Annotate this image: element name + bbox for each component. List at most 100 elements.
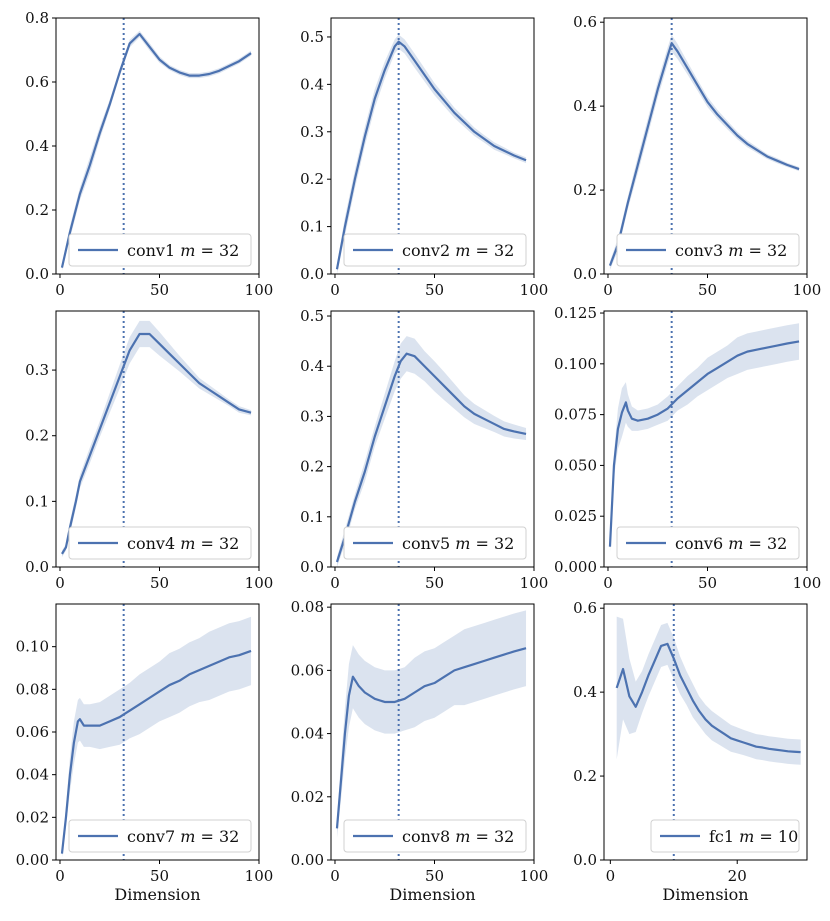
y-tick-label: 0.4	[25, 137, 49, 155]
confidence-band	[609, 323, 800, 553]
plot-area	[61, 311, 252, 567]
series-line	[61, 332, 252, 555]
y-tick-label: 0.0	[25, 558, 49, 576]
legend: conv3 m = 32	[616, 233, 800, 267]
legend: fc1 m = 10	[650, 819, 800, 853]
x-tick-label: 100	[245, 281, 274, 299]
y-tick-label: 0.04	[16, 766, 49, 784]
y-tick-label: 0.2	[25, 427, 49, 445]
y-tick-label: 0.5	[300, 28, 324, 46]
legend: conv7 m = 32	[68, 819, 252, 853]
legend-box	[68, 526, 252, 560]
subplot-conv3: 0.0 0.2 0.4 0.6 0 50 100 conv3 m = 32	[573, 13, 821, 299]
legend-label: conv2 m = 32	[402, 241, 514, 260]
legend-label: conv8 m = 32	[402, 827, 514, 846]
y-tick-label: 0.125	[554, 304, 597, 322]
y-tick-label: 0.08	[16, 680, 49, 698]
x-tick-label: 50	[698, 574, 717, 592]
plot-area	[60, 604, 252, 860]
subplot-conv6: 0.000 0.025 0.050 0.075 0.100 0.125 0 50 100 conv…	[554, 304, 821, 592]
y-tick-label: 0.2	[573, 181, 597, 199]
legend-box	[616, 233, 800, 267]
y-tick-label: 0.100	[554, 355, 597, 373]
x-tick-label: 100	[793, 281, 822, 299]
y-tick-label: 0.02	[16, 808, 49, 826]
plot-area	[335, 604, 527, 860]
axes-frame	[603, 310, 808, 568]
y-tick-label: 0.08	[291, 598, 324, 616]
plot-area	[608, 311, 800, 567]
x-tick-label: 100	[520, 574, 549, 592]
x-tick-label: 0	[603, 281, 613, 299]
y-tick-label: 0.2	[25, 201, 49, 219]
confidence-band	[61, 616, 252, 858]
series-line	[608, 340, 800, 547]
y-tick-label: 0.0	[25, 265, 49, 283]
y-tick-label: 0.1	[300, 218, 324, 236]
y-tick-label: 0.075	[554, 406, 597, 424]
x-tick-label: 100	[245, 574, 274, 592]
x-tick-label: 20	[728, 867, 747, 885]
y-tick-label: 0.4	[573, 683, 597, 701]
legend-box	[343, 233, 527, 267]
y-tick-label: 0.6	[573, 599, 597, 617]
x-tick-label: 0	[330, 281, 340, 299]
series-line	[335, 352, 527, 563]
axes-frame	[330, 310, 535, 568]
y-tick-label: 0.06	[16, 723, 49, 741]
x-axis-label: Dimension	[662, 885, 748, 904]
x-tick-label: 100	[793, 574, 822, 592]
x-tick-label: 0	[55, 867, 65, 885]
legend-box	[616, 526, 800, 560]
y-tick-label: 0.4	[573, 97, 597, 115]
subplot-conv2: 0.0 0.1 0.2 0.3 0.4 0.5 0 50 100 conv2 m = 32	[300, 17, 549, 299]
legend: conv6 m = 32	[616, 526, 800, 560]
legend-label: conv7 m = 32	[127, 827, 239, 846]
confidence-band	[336, 610, 527, 838]
y-tick-label: 0.0	[300, 558, 324, 576]
series-line	[335, 647, 527, 829]
y-tick-label: 0.8	[25, 9, 49, 27]
axes-frame	[55, 310, 260, 568]
legend-label: conv6 m = 32	[675, 534, 787, 553]
x-tick-label: 100	[520, 281, 549, 299]
y-tick-label: 0.06	[291, 661, 324, 679]
plot-area	[608, 18, 800, 274]
x-tick-label: 0	[330, 867, 340, 885]
y-tick-label: 0.025	[554, 507, 597, 525]
y-tick-label: 0.04	[291, 725, 324, 743]
y-tick-label: 0.2	[573, 767, 597, 785]
series-line	[608, 42, 800, 266]
y-tick-label: 0.00	[16, 851, 49, 869]
plot-area	[615, 604, 801, 860]
x-axis-label: Dimension	[114, 885, 200, 904]
y-tick-label: 0.4	[300, 357, 324, 375]
legend: conv1 m = 32	[68, 233, 252, 267]
y-tick-label: 0.5	[300, 307, 324, 325]
x-tick-label: 100	[245, 867, 274, 885]
x-tick-label: 50	[150, 867, 169, 885]
legend-box	[68, 233, 252, 267]
series-line	[615, 642, 801, 754]
x-tick-label: 50	[150, 281, 169, 299]
y-tick-label: 0.00	[291, 851, 324, 869]
legend-box	[343, 526, 527, 560]
axes-frame	[603, 17, 808, 275]
legend-box	[343, 819, 527, 853]
y-tick-label: 0.0	[300, 265, 324, 283]
subplot-conv7: 0.00 0.02 0.04 0.06 0.08 0.10 0 50 100 Dimension c…	[16, 603, 274, 904]
legend-box	[650, 819, 800, 853]
y-tick-label: 0.2	[300, 458, 324, 476]
y-tick-label: 0.3	[300, 407, 324, 425]
legend: conv4 m = 32	[68, 526, 252, 560]
series-line	[60, 32, 252, 268]
y-tick-label: 0.6	[25, 73, 49, 91]
y-tick-label: 0.10	[16, 638, 49, 656]
x-tick-label: 50	[425, 281, 444, 299]
legend: conv5 m = 32	[343, 526, 527, 560]
subplot-conv8: 0.00 0.02 0.04 0.06 0.08 0 50 100 Dimension conv8…	[291, 598, 549, 904]
x-tick-label: 100	[520, 867, 549, 885]
confidence-band	[336, 34, 527, 274]
